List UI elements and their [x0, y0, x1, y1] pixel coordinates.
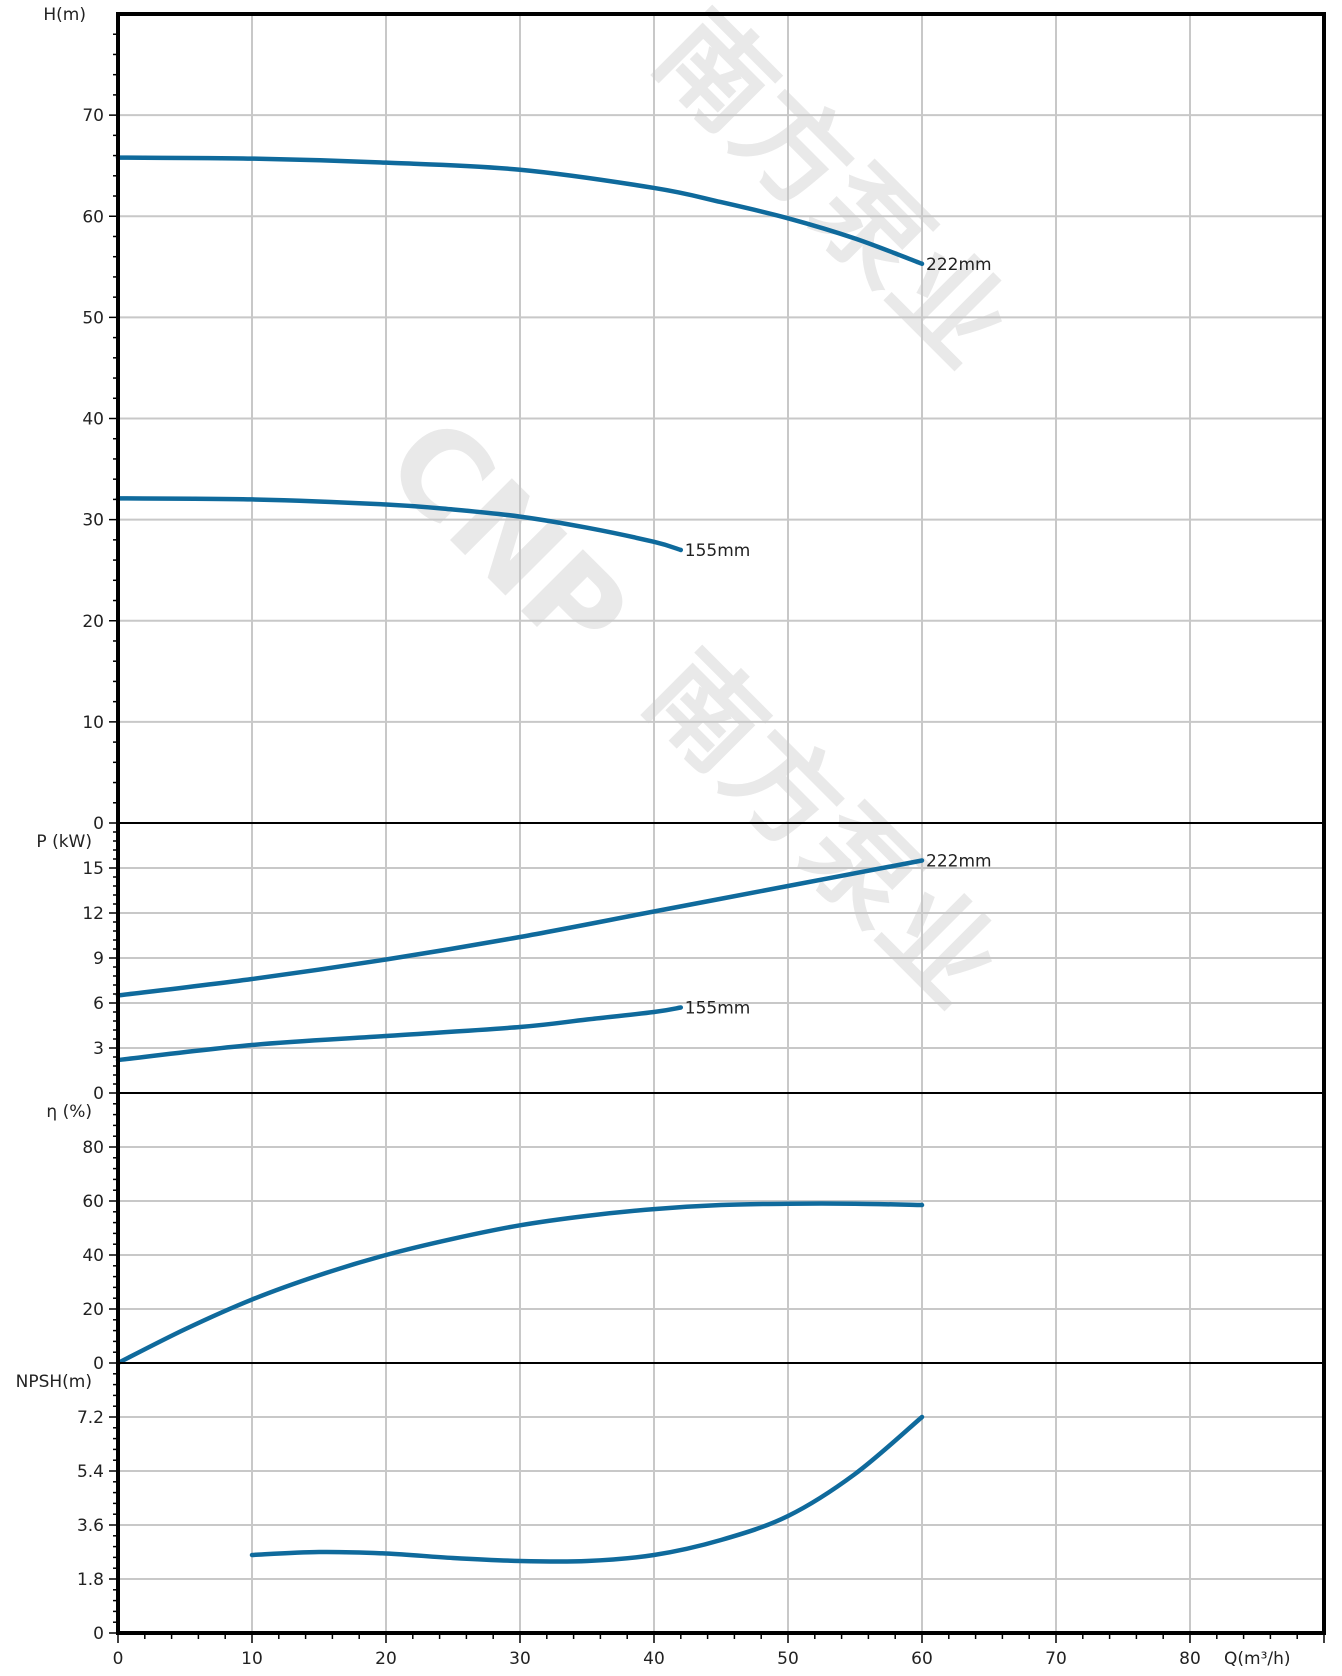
grid [118, 14, 1324, 1633]
curve-series [249, 1414, 925, 1564]
curve-label: 155mm [685, 541, 751, 561]
y-tick-label: 12 [82, 904, 104, 924]
y-tick-label: 5.4 [77, 1462, 104, 1482]
labels: 0 10 20 30 40 50 60 70 H(m) 222mm 155mm 0 3 6 9 12 15 P (… [16, 5, 1291, 1669]
y-tick-label: 15 [82, 859, 104, 879]
curve-label: 155mm [685, 999, 751, 1019]
y-tick-label: 7.2 [77, 1408, 104, 1428]
y-tick-label: 9 [93, 949, 104, 969]
x-tick-label: 0 [113, 1649, 124, 1669]
y-tick-label: 0 [93, 814, 104, 834]
y-tick-label: 40 [82, 410, 104, 430]
x-tick-label: 70 [1045, 1649, 1067, 1669]
curve-155mm [115, 496, 684, 553]
curve-222mm [115, 858, 925, 998]
curve-label: 222mm [926, 852, 992, 872]
y-tick-label: 30 [82, 511, 104, 531]
x-tick-label: 20 [375, 1649, 397, 1669]
y-tick-label: 3.6 [77, 1516, 104, 1536]
curves [115, 155, 925, 1564]
y-tick-label: 20 [82, 1300, 104, 1320]
y-axis-title: NPSH(m) [16, 1372, 92, 1392]
y-tick-label: 70 [82, 106, 104, 126]
y-tick-label: 0 [93, 1084, 104, 1104]
y-axis-title: H(m) [43, 5, 86, 25]
y-tick-label: 60 [82, 207, 104, 227]
y-tick-label: 40 [82, 1246, 104, 1266]
x-tick-label: 10 [241, 1649, 263, 1669]
x-tick-label: 60 [911, 1649, 933, 1669]
y-tick-label: 6 [93, 994, 104, 1014]
x-tick-label: 30 [509, 1649, 531, 1669]
x-axis-title: Q(m³/h) [1224, 1649, 1291, 1669]
y-tick-label: 20 [82, 612, 104, 632]
y-tick-label: 10 [82, 713, 104, 733]
plot-frame [116, 12, 1326, 1635]
curve-222mm [115, 155, 925, 267]
axes [109, 12, 1326, 1643]
y-tick-label: 50 [82, 308, 104, 328]
watermark-logo: CNP [359, 392, 653, 686]
y-axis-title: η (%) [46, 1102, 92, 1122]
curve-155mm [115, 1005, 684, 1063]
y-axis-title: P (kW) [36, 832, 92, 852]
watermark-brand-lower: 南方泵业 [622, 628, 1024, 1030]
curve-label: 222mm [926, 255, 992, 275]
x-tick-label: 40 [643, 1649, 665, 1669]
x-tick-label: 80 [1179, 1649, 1201, 1669]
y-tick-label: 80 [82, 1138, 104, 1158]
curve-series [115, 1201, 925, 1366]
y-tick-label: 3 [93, 1039, 104, 1059]
y-tick-label: 1.8 [77, 1570, 104, 1590]
y-tick-label: 0 [93, 1624, 104, 1644]
y-tick-label: 0 [93, 1354, 104, 1374]
y-tick-label: 60 [82, 1192, 104, 1212]
x-tick-label: 50 [777, 1649, 799, 1669]
